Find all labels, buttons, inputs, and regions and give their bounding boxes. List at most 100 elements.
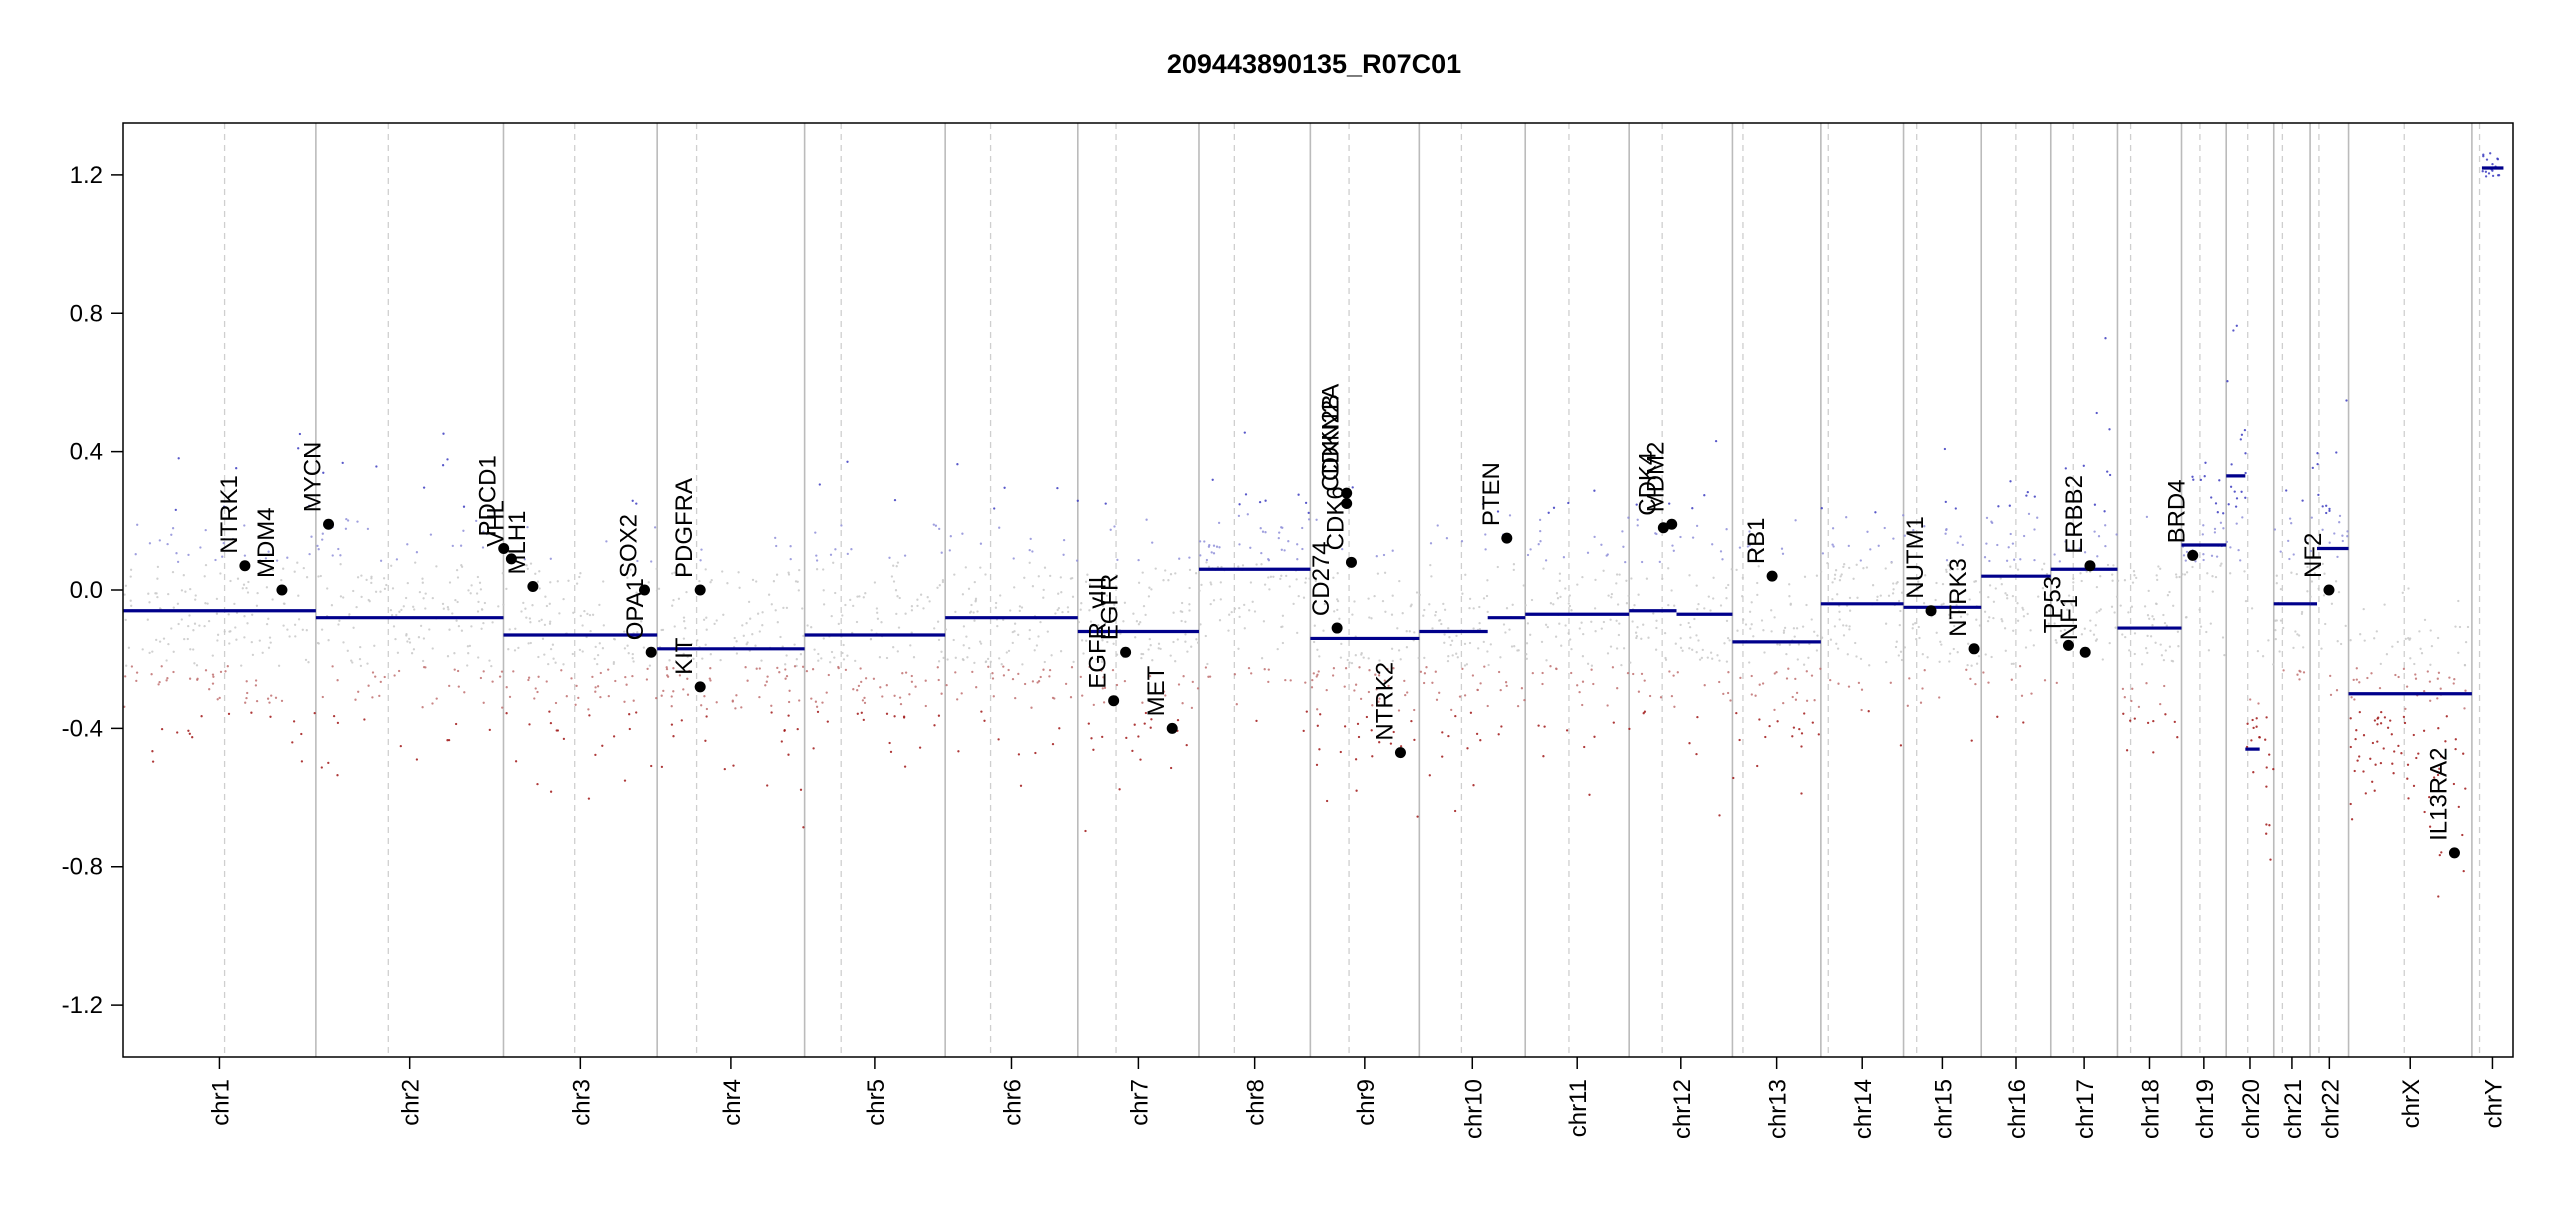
probe-point: [2041, 587, 2045, 590]
probe-point: [1582, 632, 1585, 636]
probe-point: [1375, 688, 1378, 691]
probe-point: [623, 779, 627, 782]
probe-point: [475, 519, 478, 523]
probe-point: [1788, 583, 1791, 586]
probe-point: [1600, 543, 1603, 546]
probe-point: [2404, 637, 2407, 641]
probe-point: [1945, 559, 1949, 562]
probe-point: [1181, 702, 1184, 705]
probe-point: [2070, 602, 2073, 605]
gene-label-cd274: CD274: [1308, 541, 1335, 616]
probe-point: [1238, 615, 1241, 619]
probe-point: [1405, 646, 1409, 649]
probe-point: [1304, 581, 1307, 584]
probe-point: [2226, 380, 2229, 383]
probe-point: [1781, 552, 1785, 555]
probe-point: [536, 580, 540, 583]
probe-point: [749, 617, 752, 620]
probe-point: [1315, 763, 1319, 767]
probe-point: [816, 710, 820, 714]
probe-point: [570, 677, 573, 680]
probe-point: [304, 658, 308, 662]
probe-point: [1336, 572, 1339, 575]
probe-point: [469, 592, 472, 595]
probe-point: [246, 591, 250, 594]
probe-point: [1570, 609, 1573, 612]
probe-point: [1390, 647, 1394, 650]
probe-point: [1866, 530, 1869, 533]
probe-point: [1987, 595, 1990, 599]
probe-point: [481, 546, 485, 549]
probe-point: [1668, 670, 1671, 673]
probe-point: [722, 613, 725, 616]
probe-point: [825, 691, 828, 694]
probe-point: [1749, 627, 1752, 630]
probe-point: [2215, 555, 2219, 558]
probe-point: [1458, 695, 1462, 698]
gene-label-nf2: NF2: [2300, 533, 2327, 578]
probe-point: [1541, 671, 1544, 675]
probe-point: [1947, 564, 1950, 567]
probe-point: [191, 736, 194, 739]
probe-point: [2376, 717, 2379, 720]
probe-point: [2093, 530, 2096, 533]
probe-point: [1243, 431, 1246, 434]
probe-point: [1318, 748, 1321, 751]
probe-point: [910, 631, 913, 634]
gene-label-mdm4: MDM4: [253, 507, 280, 578]
probe-point: [1670, 589, 1673, 592]
probe-point: [1475, 732, 1479, 736]
probe-point: [547, 662, 550, 666]
probe-point: [308, 504, 311, 508]
probe-point: [481, 608, 484, 611]
probe-point: [1948, 613, 1951, 616]
probe-point: [261, 651, 264, 654]
probe-point: [1894, 645, 1898, 649]
probe-point: [1679, 535, 1682, 539]
probe-point: [2285, 489, 2288, 492]
probe-point: [2278, 650, 2281, 653]
probe-point: [1581, 680, 1585, 683]
probe-point: [1917, 580, 1920, 583]
gene-point-egfr-viii: [1108, 695, 1120, 707]
probe-point: [2344, 624, 2347, 628]
probe-point: [1846, 653, 1849, 656]
probe-point: [1447, 627, 1450, 630]
probe-point: [2146, 614, 2150, 617]
probe-point: [1478, 627, 1482, 631]
probe-point: [1776, 643, 1779, 646]
probe-point: [1652, 612, 1655, 615]
gene-point-mlh1: [527, 581, 539, 593]
probe-point: [460, 565, 464, 568]
probe-point: [1842, 565, 1845, 569]
probe-point: [672, 690, 675, 693]
probe-point: [938, 584, 941, 587]
probe-point: [470, 584, 473, 587]
probe-point: [421, 659, 425, 663]
probe-point: [1616, 687, 1619, 690]
probe-point: [2288, 517, 2292, 520]
probe-point: [397, 669, 401, 673]
probe-point: [2370, 672, 2373, 675]
probe-point: [1203, 540, 1206, 543]
probe-point: [1438, 691, 1441, 694]
probe-point: [2412, 784, 2416, 788]
probe-point: [1773, 672, 1776, 675]
probe-point: [1478, 621, 1481, 625]
probe-point: [612, 735, 616, 738]
probe-point: [1081, 694, 1084, 697]
probe-point: [1696, 607, 1699, 611]
probe-point: [2244, 496, 2247, 499]
probe-point: [2294, 630, 2297, 633]
probe-point: [1848, 566, 1851, 570]
probe-point: [1819, 667, 1822, 670]
probe-point: [2243, 428, 2247, 432]
probe-point: [1744, 623, 1748, 626]
probe-point: [876, 617, 880, 620]
gene-label-pten: PTEN: [1478, 462, 1505, 526]
probe-point: [2122, 712, 2125, 715]
probe-point: [2345, 399, 2348, 402]
probe-point: [250, 711, 253, 714]
probe-point: [2264, 738, 2267, 741]
probe-point: [1696, 715, 1699, 719]
